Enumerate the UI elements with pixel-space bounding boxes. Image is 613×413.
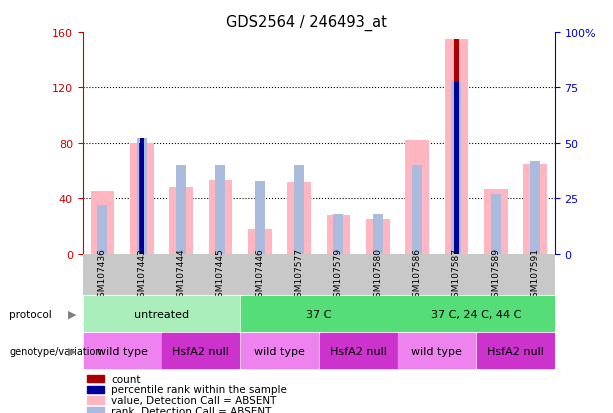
Text: GSM107587: GSM107587 — [452, 247, 461, 302]
Bar — [454, 82, 459, 254]
Bar — [366, 219, 390, 254]
Bar — [373, 214, 383, 254]
Text: GSM107577: GSM107577 — [295, 247, 303, 302]
Bar — [248, 229, 272, 254]
Bar — [484, 189, 508, 254]
Bar — [88, 375, 104, 382]
Bar — [97, 205, 107, 254]
Text: 37 C, 24 C, 44 C: 37 C, 24 C, 44 C — [431, 309, 521, 319]
Bar — [476, 254, 516, 295]
Bar — [83, 254, 122, 295]
Bar — [327, 215, 350, 254]
Bar — [398, 297, 554, 331]
Text: protocol: protocol — [9, 309, 52, 319]
Bar — [405, 141, 429, 254]
Bar — [83, 297, 239, 331]
Bar — [444, 40, 468, 254]
Text: GSM107446: GSM107446 — [255, 247, 264, 302]
Bar — [524, 164, 547, 254]
Text: percentile rank within the sample: percentile rank within the sample — [111, 385, 287, 394]
Text: GSM107589: GSM107589 — [491, 247, 500, 302]
Bar — [88, 386, 104, 393]
Bar — [201, 254, 240, 295]
Bar — [240, 254, 280, 295]
Bar — [530, 161, 540, 254]
Bar — [358, 254, 397, 295]
Bar — [491, 195, 501, 254]
Text: ▶: ▶ — [68, 309, 77, 319]
Text: GSM107579: GSM107579 — [334, 247, 343, 302]
Bar — [398, 334, 475, 368]
Text: wild type: wild type — [254, 346, 305, 356]
Bar — [333, 214, 343, 254]
Bar — [91, 192, 114, 254]
Bar — [176, 166, 186, 254]
Text: wild type: wild type — [97, 346, 148, 356]
Text: GSM107445: GSM107445 — [216, 247, 225, 302]
Bar — [130, 143, 154, 254]
Text: rank, Detection Call = ABSENT: rank, Detection Call = ABSENT — [111, 406, 272, 413]
Bar — [319, 254, 358, 295]
Bar — [137, 139, 147, 254]
Text: GSM107580: GSM107580 — [373, 247, 383, 302]
Bar — [241, 334, 318, 368]
Bar — [88, 396, 104, 404]
Text: count: count — [111, 374, 140, 384]
Bar — [122, 254, 161, 295]
Text: GSM107586: GSM107586 — [413, 247, 422, 302]
Bar — [516, 254, 555, 295]
Bar — [294, 166, 304, 254]
Text: GSM107436: GSM107436 — [98, 247, 107, 302]
Bar — [397, 254, 436, 295]
Text: ▶: ▶ — [68, 346, 77, 356]
Bar — [162, 334, 239, 368]
Bar — [412, 166, 422, 254]
Bar — [287, 182, 311, 254]
Bar — [83, 334, 161, 368]
Bar — [477, 334, 554, 368]
Text: untreated: untreated — [134, 309, 189, 319]
Bar — [280, 254, 319, 295]
Bar — [169, 188, 193, 254]
Text: GDS2564 / 246493_at: GDS2564 / 246493_at — [226, 14, 387, 31]
Bar — [451, 82, 462, 254]
Bar — [161, 254, 201, 295]
Bar — [436, 254, 476, 295]
Bar — [241, 297, 397, 331]
Text: GSM107444: GSM107444 — [177, 247, 186, 302]
Text: HsfA2 null: HsfA2 null — [330, 346, 387, 356]
Text: 37 C: 37 C — [306, 309, 332, 319]
Bar — [140, 139, 144, 254]
Text: wild type: wild type — [411, 346, 462, 356]
Bar — [88, 407, 104, 413]
Bar — [139, 143, 144, 254]
Bar — [208, 181, 232, 254]
Text: genotype/variation: genotype/variation — [9, 346, 102, 356]
Bar — [215, 166, 226, 254]
Bar — [255, 181, 265, 254]
Bar — [454, 40, 459, 254]
Text: HsfA2 null: HsfA2 null — [172, 346, 229, 356]
Text: value, Detection Call = ABSENT: value, Detection Call = ABSENT — [111, 395, 276, 405]
Text: HsfA2 null: HsfA2 null — [487, 346, 544, 356]
Text: GSM107443: GSM107443 — [137, 247, 147, 302]
Text: GSM107591: GSM107591 — [531, 247, 539, 302]
Bar — [319, 334, 397, 368]
